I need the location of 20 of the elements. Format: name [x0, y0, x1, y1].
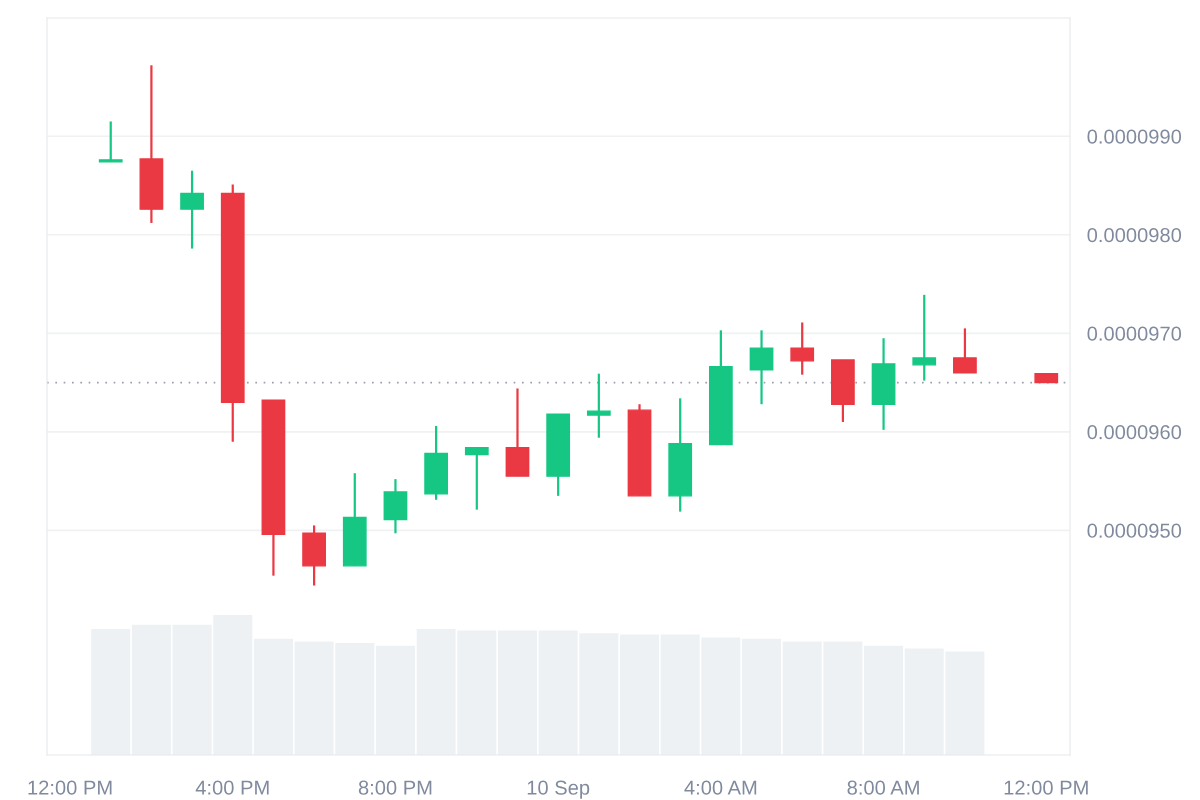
candlestick	[749, 329, 774, 406]
x-tick-label: 12:00 PM	[28, 780, 112, 795]
x-tick-label: 8:00 PM	[358, 780, 432, 795]
candlestick	[912, 293, 937, 382]
y-tick-label: 0.0000950	[1087, 523, 1182, 538]
y-tick-label: 0.0000980	[1087, 228, 1182, 243]
y-tick-label: 0.0000970	[1087, 326, 1182, 341]
y-tick-label: 0.0000990	[1087, 129, 1182, 144]
candlestick	[180, 169, 204, 250]
candlestick	[790, 321, 815, 376]
x-tick-label: 8:00 AM	[847, 780, 919, 795]
x-tick-label: 4:00 AM	[684, 780, 757, 795]
x-tick-label: 4:00 PM	[195, 780, 269, 795]
x-tick-label: 12:00 PM	[1004, 780, 1088, 795]
candlestick	[98, 120, 123, 163]
candlestick	[464, 446, 489, 511]
candlestick	[953, 327, 977, 374]
x-tick-label: 10 Sep	[527, 780, 590, 799]
candlestick	[586, 372, 611, 439]
y-tick-label: 0.0000960	[1087, 425, 1182, 440]
